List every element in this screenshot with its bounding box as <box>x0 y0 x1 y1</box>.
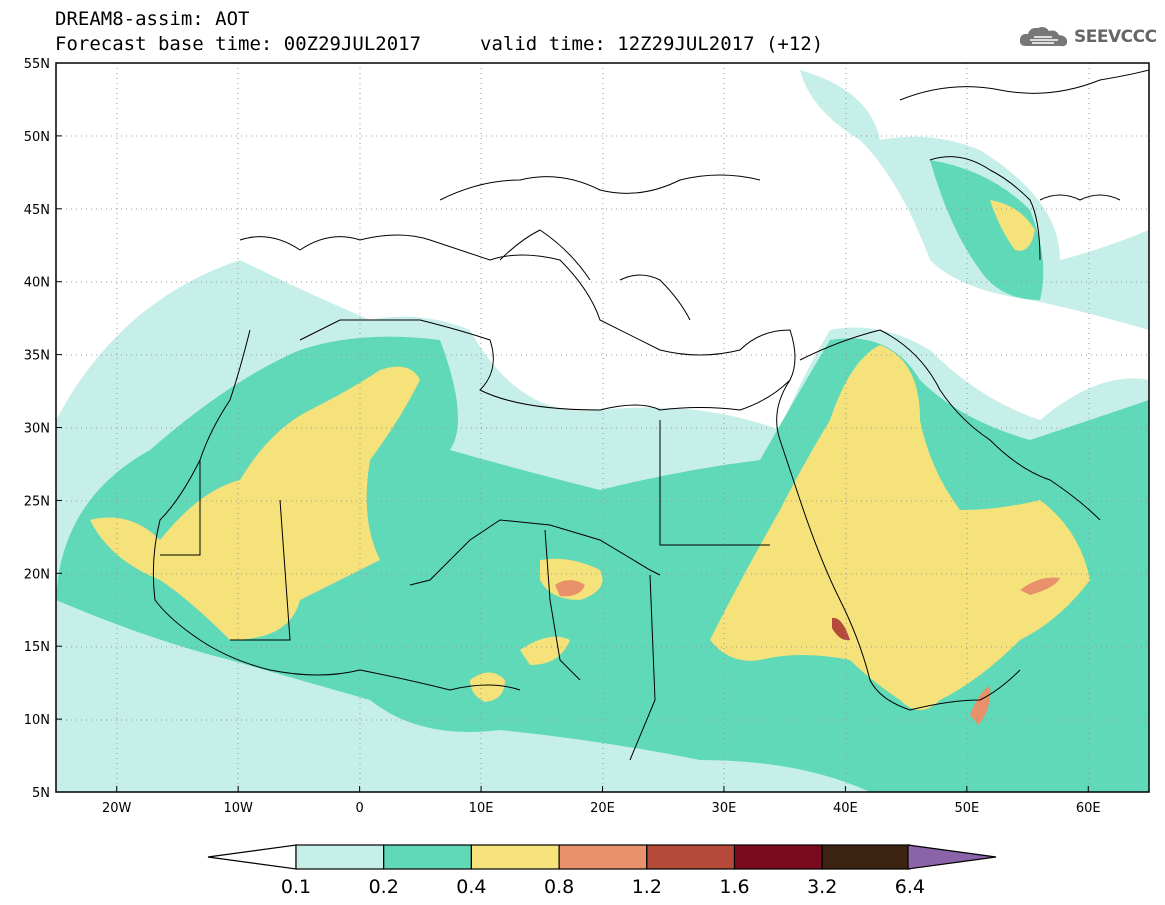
lat-tick-label: 55N <box>24 57 50 72</box>
aot-contour-0-4 <box>540 558 603 600</box>
colorbar-label: 0.2 <box>369 876 399 898</box>
lat-tick-label: 5N <box>32 786 50 801</box>
colorbar-label: 1.2 <box>632 876 662 898</box>
lat-tick-label: 25N <box>24 494 50 509</box>
colorbar-label: 0.8 <box>544 876 574 898</box>
aot-contour-0-2 <box>930 160 1044 300</box>
lon-tick-label: 10E <box>469 801 494 816</box>
colorbar-swatch <box>470 844 560 870</box>
lon-tick-label: 20W <box>102 801 132 816</box>
colorbar-swatch <box>295 844 385 870</box>
aot-contour-0-8 <box>970 686 991 725</box>
colorbar-label: 0.4 <box>456 876 486 898</box>
colorbar-swatch <box>821 844 911 870</box>
lon-tick-label: 0 <box>355 801 363 816</box>
lon-tick-label: 60E <box>1076 801 1101 816</box>
forecast-base-time: Forecast base time: 00Z29JUL2017 <box>55 33 422 55</box>
cloud-icon <box>1019 27 1068 47</box>
aot-contour-0-4 <box>990 200 1035 251</box>
aot-contour-0-8 <box>555 580 585 597</box>
lat-tick-label: 15N <box>24 640 50 655</box>
lat-tick-label: 35N <box>24 349 50 364</box>
lat-tick-label: 50N <box>24 130 50 145</box>
longitude-axis: 20W 10W 0 10E 20E 30E 40E 50E 60E <box>102 786 1101 816</box>
graticule <box>56 63 1149 792</box>
lat-tick-label: 30N <box>24 422 50 437</box>
colorbar-swatch <box>558 844 648 870</box>
lat-tick-label: 10N <box>24 713 50 728</box>
colorbar-label: 0.1 <box>281 876 311 898</box>
valid-time: valid time: 12Z29JUL2017 (+12) <box>480 33 824 55</box>
map-title: DREAM8-assim: AOT <box>55 8 250 30</box>
lat-tick-label: 45N <box>24 203 50 218</box>
aot-contour-0-4 <box>90 366 420 640</box>
colorbar-low-arrow <box>207 844 297 870</box>
lon-tick-label: 50E <box>954 801 979 816</box>
seevccc-logo: SEEVCCC <box>1018 24 1157 50</box>
latitude-axis: 55N 50N 45N 40N 35N 30N 25N 20N 15N 10N 5N <box>24 57 62 801</box>
lat-tick-label: 20N <box>24 567 50 582</box>
lon-tick-label: 20E <box>590 801 615 816</box>
lon-tick-label: 30E <box>712 801 737 816</box>
colorbar-swatch <box>383 844 473 870</box>
aot-contour-1-2 <box>832 617 850 641</box>
logo-text: SEEVCCC <box>1074 27 1157 47</box>
lat-tick-label: 40N <box>24 276 50 291</box>
coastlines <box>152 69 1149 761</box>
colorbar-swatch <box>646 844 736 870</box>
aot-contour-0-4 <box>710 345 1090 710</box>
colorbar-swatch <box>733 844 823 870</box>
colorbar-label: 1.6 <box>719 876 749 898</box>
colorbar-label: 3.2 <box>807 876 837 898</box>
aot-contour-0-8 <box>1020 577 1060 595</box>
aot-field <box>56 63 1149 792</box>
lon-tick-label: 10W <box>223 801 253 816</box>
aot-contour-0-4 <box>470 672 505 702</box>
colorbar-high-arrow <box>907 844 997 870</box>
colorbar-label: 6.4 <box>895 876 925 898</box>
lon-tick-label: 40E <box>833 801 858 816</box>
